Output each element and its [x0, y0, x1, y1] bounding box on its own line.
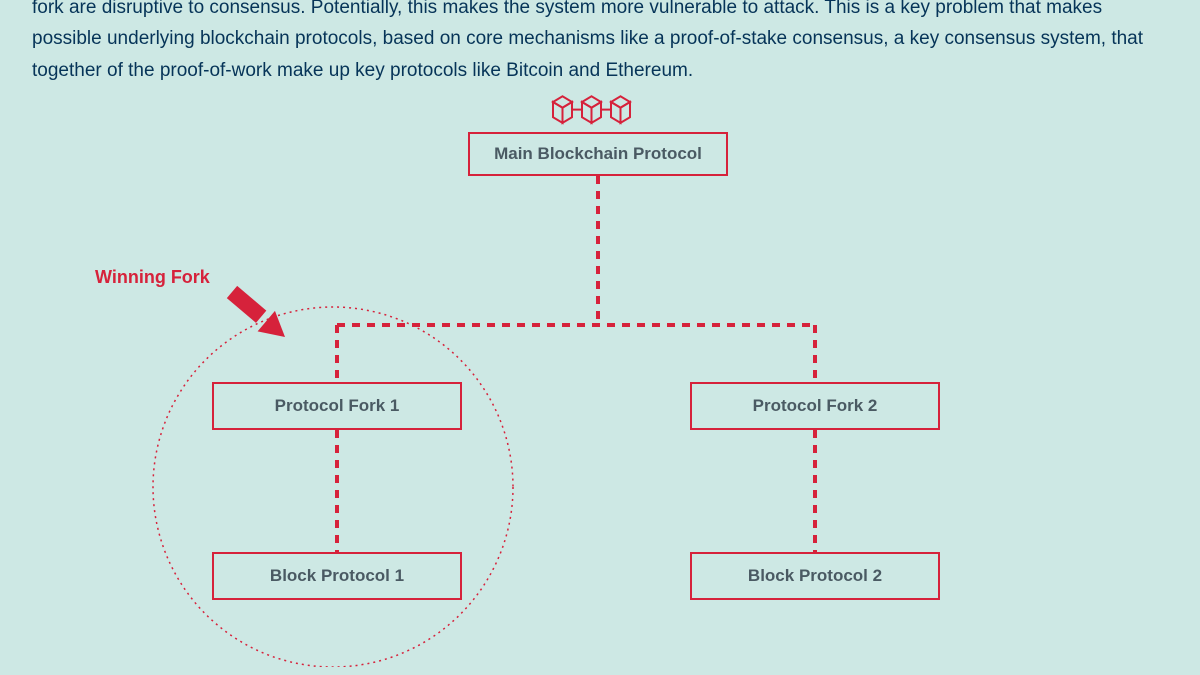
node-protocol-fork-1: Protocol Fork 1 — [212, 382, 462, 430]
node-label: Protocol Fork 1 — [275, 396, 400, 416]
blockchain-fork-diagram: Main Blockchain Protocol Protocol Fork 1… — [0, 0, 1200, 667]
node-block-protocol-1: Block Protocol 1 — [212, 552, 462, 600]
node-protocol-fork-2: Protocol Fork 2 — [690, 382, 940, 430]
node-label: Main Blockchain Protocol — [494, 144, 702, 164]
diagram-svg — [0, 0, 1200, 667]
node-main-protocol: Main Blockchain Protocol — [468, 132, 728, 176]
node-label: Protocol Fork 2 — [753, 396, 878, 416]
winning-fork-label: Winning Fork — [95, 267, 210, 288]
node-label: Block Protocol 1 — [270, 566, 404, 586]
node-label: Block Protocol 2 — [748, 566, 882, 586]
node-block-protocol-2: Block Protocol 2 — [690, 552, 940, 600]
